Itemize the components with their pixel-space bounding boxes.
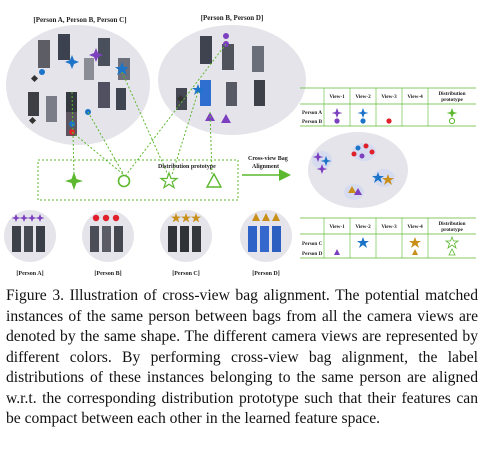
t2-row-d: Person D (302, 251, 323, 257)
t2-header-view1: View-1 (329, 224, 345, 230)
triangle-icon (205, 172, 223, 188)
person-b-label: [Person B] (94, 271, 121, 277)
caption-label: Figure 3. (6, 287, 65, 304)
t1-header-proto2: prototype (441, 97, 463, 103)
prototype-links (71, 43, 227, 176)
t2-row-c: Person C (302, 241, 323, 247)
bag2-ellipse (158, 25, 306, 135)
prototype-label: Distribution prototype (158, 164, 216, 170)
caption-text: Illustration of cross-view bag alignment… (6, 287, 478, 427)
person-c-label: [Person C] (172, 271, 200, 277)
t2-header-proto2: prototype (441, 227, 463, 233)
table-1: View-1 View-2 View-3 View-4 Distribution… (300, 87, 476, 127)
plus-star-icon (65, 172, 83, 190)
t2-header-view3: View-3 (381, 224, 397, 230)
t1-header-view1: View-1 (329, 94, 345, 100)
bag1-ellipse (6, 25, 150, 145)
person-d-label: [Person D] (252, 271, 280, 277)
feature-space-clusters (312, 143, 395, 200)
alignment-label-line2: Alignment (252, 164, 279, 170)
t1-row-b: Person B (302, 119, 323, 125)
person-d-group (240, 210, 292, 262)
person-a-group (4, 210, 56, 262)
t1-row-a: Person A (302, 110, 322, 116)
person-a-label: [Person A] (16, 271, 43, 277)
t2-header-view2: View-2 (355, 224, 371, 230)
alignment-label-line1: Cross-view Bag (248, 156, 288, 162)
figure-diagram: [Person A, Person B, Person C] [Person B… (4, 14, 476, 277)
t2-header-proto1: Distribution (438, 221, 465, 227)
t1-header-view4: View-4 (407, 94, 423, 100)
feature-space-ellipse (308, 132, 408, 208)
table-2: View-1 View-2 View-3 View-4 Distribution… (300, 217, 476, 259)
person-b-group (82, 210, 134, 262)
t2-header-view4: View-4 (407, 224, 423, 230)
bag1-label: [Person A, Person B, Person C] (33, 16, 126, 24)
t1-header-view3: View-3 (381, 94, 397, 100)
figure-caption: Figure 3. Illustration of cross-view bag… (6, 286, 478, 430)
person-c-group (160, 210, 212, 262)
bag2-label: [Person B, Person D] (201, 14, 264, 22)
t1-header-view2: View-2 (355, 94, 371, 100)
prototype-box (37, 159, 239, 201)
t1-header-proto1: Distribution (438, 91, 465, 97)
prototype-shapes (65, 171, 223, 190)
circle-icon (117, 174, 131, 188)
star-icon (159, 171, 179, 189)
